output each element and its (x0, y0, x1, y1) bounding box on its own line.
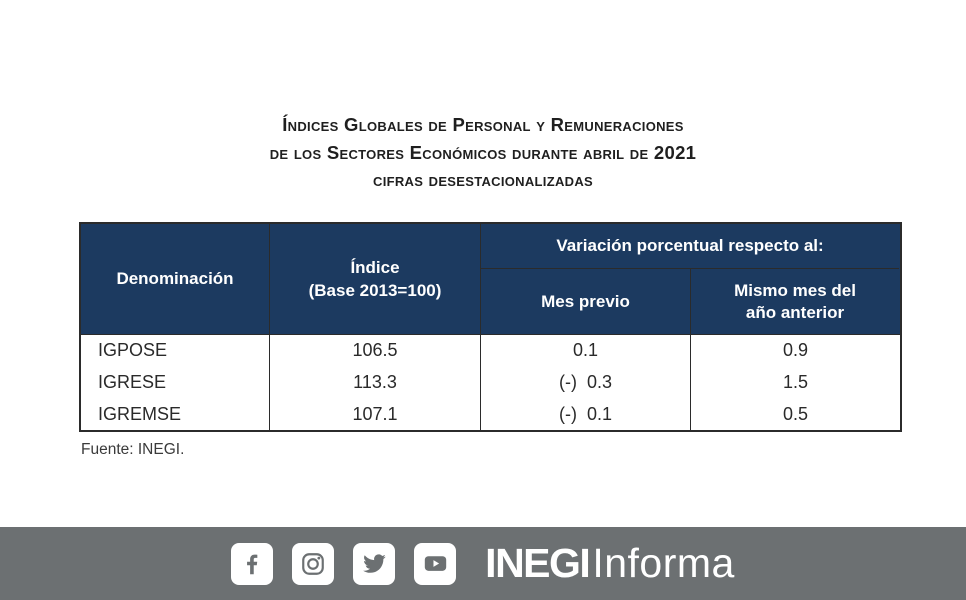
header-indice-line2: (Base 2013=100) (308, 281, 442, 300)
table-body: IGPOSE 106.5 0.1 0.9 IGRESE 113.3 (-) 0.… (81, 334, 900, 430)
row-igrese-index: 113.3 (269, 366, 480, 399)
header-variacion-subrow: Mes previo Mismo mes del año anterior (481, 269, 899, 334)
row-igremse-name: IGREMSE (98, 403, 182, 424)
row-igrese-prev: (-) 0.3 (480, 366, 690, 399)
row-igpose-name: IGPOSE (98, 340, 168, 361)
logo-informa-text: Informa (592, 540, 735, 586)
social-icons (231, 542, 457, 585)
row-igpose-prev: 0.1 (480, 335, 690, 367)
title-line-3: cifras desestacionalizadas (373, 169, 593, 190)
youtube-icon[interactable] (414, 542, 457, 585)
row-igremse-yoy: 0.5 (690, 398, 900, 430)
inegi-informa-logo: INEGI Informa (485, 543, 735, 584)
header-mismo-mes: Mismo mes del año anterior (690, 269, 899, 334)
row-igpose-index: 106.5 (269, 335, 480, 367)
footer-bar: INEGI Informa (0, 527, 966, 600)
title-line-2: de los Sectores Económicos durante abril… (269, 141, 697, 163)
title-line-1: Índices Globales de Personal y Remunerac… (282, 114, 684, 135)
row-igrese-yoy: 1.5 (690, 366, 900, 399)
header-indice: Índice (Base 2013=100) (269, 224, 480, 334)
header-variacion-span: Variación porcentual respecto al: (481, 224, 899, 269)
page-title: Índices Globales de Personal y Remunerac… (0, 111, 966, 194)
header-mes-previo: Mes previo (541, 291, 630, 311)
logo-inegi-text: INEGI (485, 540, 591, 586)
row-igremse-index: 107.1 (269, 398, 480, 430)
header-mismo-mes-text: Mismo mes del año anterior (734, 280, 856, 322)
header-denominacion: Denominación (116, 269, 234, 288)
indices-table: Denominación Índice (Base 2013=100) Vari… (79, 222, 902, 432)
header-indice-line1: Índice (350, 258, 400, 277)
facebook-icon[interactable] (231, 542, 274, 585)
table-header: Denominación Índice (Base 2013=100) Vari… (81, 224, 900, 334)
source-note: Fuente: INEGI. (81, 441, 185, 458)
instagram-icon[interactable] (292, 542, 335, 585)
twitter-icon[interactable] (353, 542, 396, 585)
header-variacion-group: Variación porcentual respecto al: Mes pr… (480, 224, 899, 334)
row-igpose-yoy: 0.9 (690, 335, 900, 367)
row-igrese-name: IGRESE (98, 371, 167, 392)
row-igremse-prev: (-) 0.1 (480, 398, 690, 430)
